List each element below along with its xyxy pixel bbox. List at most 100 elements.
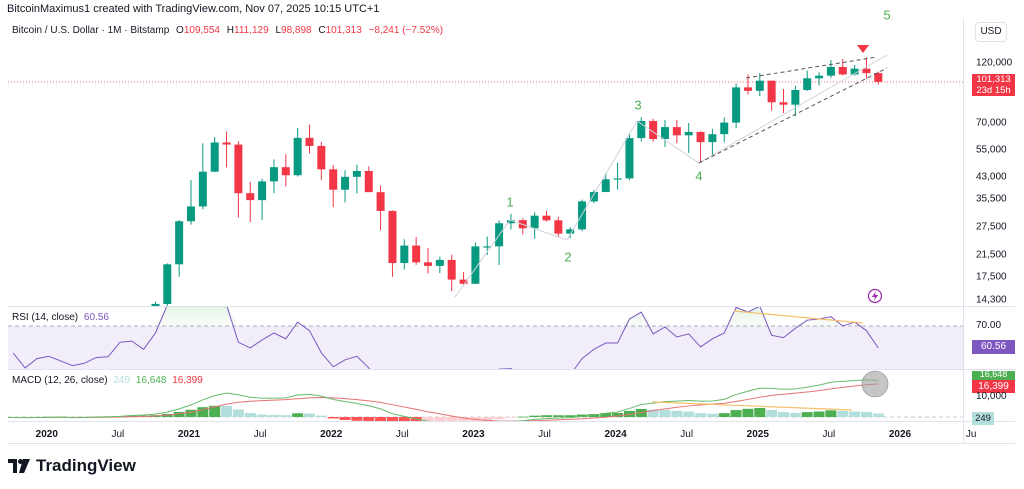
macd-histogram-bar xyxy=(813,411,825,417)
rsi-legend[interactable]: RSI (14, close) 60.56 xyxy=(12,312,109,323)
candle xyxy=(258,178,267,221)
candle-body xyxy=(566,229,575,234)
symbol-title[interactable]: Bitcoin / U.S. Dollar · 1M · Bitstamp xyxy=(12,25,170,36)
change-value: −8,241 (−7.52%) xyxy=(368,25,444,36)
candle xyxy=(815,72,824,86)
candle xyxy=(495,220,504,266)
macd-histogram-bar xyxy=(623,410,635,417)
rsi-line xyxy=(12,307,879,369)
candle-body xyxy=(755,80,764,91)
macd-histogram-bar xyxy=(351,417,363,421)
candle xyxy=(566,227,575,239)
macd-histogram-bar xyxy=(493,417,505,420)
macd-histogram-bar xyxy=(778,412,789,417)
sell-signal-triangle-icon xyxy=(857,45,869,53)
candle xyxy=(649,118,658,142)
macd-histogram-bar xyxy=(197,407,209,417)
candle xyxy=(447,254,456,292)
candle xyxy=(530,212,539,239)
candle xyxy=(720,117,729,143)
macd-histogram-bar xyxy=(280,415,292,417)
elliott-wave-path xyxy=(454,54,888,298)
time-tick: Jul xyxy=(538,429,551,440)
candle xyxy=(661,119,669,147)
candle-body xyxy=(281,167,290,176)
candle xyxy=(779,89,788,114)
macd-histogram-value: 249 xyxy=(113,375,131,386)
candle-body xyxy=(542,215,551,221)
candle xyxy=(613,162,622,190)
macd-histogram-bar xyxy=(434,417,446,421)
wedge-lower-trendline[interactable] xyxy=(698,67,888,164)
currency-button[interactable]: USD xyxy=(975,22,1007,42)
wedge-upper-trendline[interactable] xyxy=(745,56,878,79)
candle-body xyxy=(435,259,444,266)
wave-label-1: 1 xyxy=(506,194,514,210)
candle xyxy=(471,242,480,285)
price-tick: 17,500 xyxy=(976,271,1007,283)
macd-histogram-bar xyxy=(671,410,683,417)
rsi-pane[interactable] xyxy=(8,272,963,416)
macd-divergence-line[interactable] xyxy=(651,401,853,411)
candle-body xyxy=(293,137,302,176)
candle xyxy=(601,173,610,193)
price-tick: 14,300 xyxy=(976,294,1007,306)
current-price-label: 101,313 xyxy=(976,74,1011,85)
macd-histogram-bar xyxy=(398,417,410,421)
rsi-value-badge: 60.56 xyxy=(972,340,1015,354)
macd-histogram-bar xyxy=(766,409,778,417)
candle-body xyxy=(589,191,598,202)
macd-line xyxy=(13,379,879,421)
candle-body xyxy=(447,259,456,280)
macd-legend[interactable]: MACD (12, 26, close) 249 16,648 16,399 xyxy=(12,375,203,386)
macd-histogram-bar xyxy=(612,412,624,417)
candle-body xyxy=(210,142,219,172)
candle xyxy=(210,136,219,173)
lightning-icon[interactable] xyxy=(867,288,883,304)
candle-body xyxy=(424,262,432,266)
candle xyxy=(400,239,409,270)
time-tick: Ju xyxy=(965,429,977,440)
candle xyxy=(803,70,812,91)
candle xyxy=(684,123,693,153)
candle-body xyxy=(661,127,669,140)
macd-histogram-bar xyxy=(683,411,695,417)
macd-histogram-bar xyxy=(422,417,434,421)
macd-histogram-bar xyxy=(209,405,221,417)
candle xyxy=(708,128,717,155)
candle xyxy=(874,71,883,85)
candle-body xyxy=(269,167,278,182)
candle-body xyxy=(317,145,326,170)
candle-body xyxy=(246,193,255,201)
macd-histogram-bar xyxy=(505,417,517,418)
macd-histogram-bar xyxy=(185,409,197,417)
time-tick: 2025 xyxy=(746,429,769,440)
candle-body xyxy=(672,127,681,136)
candle-body xyxy=(850,68,859,75)
macd-histogram-bar xyxy=(363,417,375,421)
close-value: 101,313 xyxy=(325,25,362,36)
macd-signal-value: 16,399 xyxy=(172,375,203,386)
candle-body xyxy=(341,176,350,190)
time-tick: Jul xyxy=(253,429,267,440)
price-pane[interactable] xyxy=(8,45,963,336)
time-tick: Jul xyxy=(111,429,125,440)
candle-body xyxy=(791,89,800,105)
bar-countdown: 23d 15h xyxy=(976,85,1011,96)
macd-pane[interactable] xyxy=(8,370,963,427)
tradingview-logo[interactable]: TradingView xyxy=(8,456,136,476)
candle xyxy=(791,85,800,117)
time-tick: 2021 xyxy=(177,429,201,440)
wave-label-3: 3 xyxy=(634,97,642,113)
candle-body xyxy=(720,122,729,135)
rsi-divergence-line[interactable] xyxy=(733,310,864,324)
price-tick: 70,000 xyxy=(976,117,1007,129)
macd-histogram-bar xyxy=(244,412,256,417)
candle-body xyxy=(187,206,195,222)
candle xyxy=(341,170,350,203)
wave-label-4: 4 xyxy=(695,168,703,184)
macd-histogram-bar xyxy=(860,412,872,417)
candle xyxy=(246,181,255,222)
macd-histogram-bar xyxy=(552,415,564,417)
